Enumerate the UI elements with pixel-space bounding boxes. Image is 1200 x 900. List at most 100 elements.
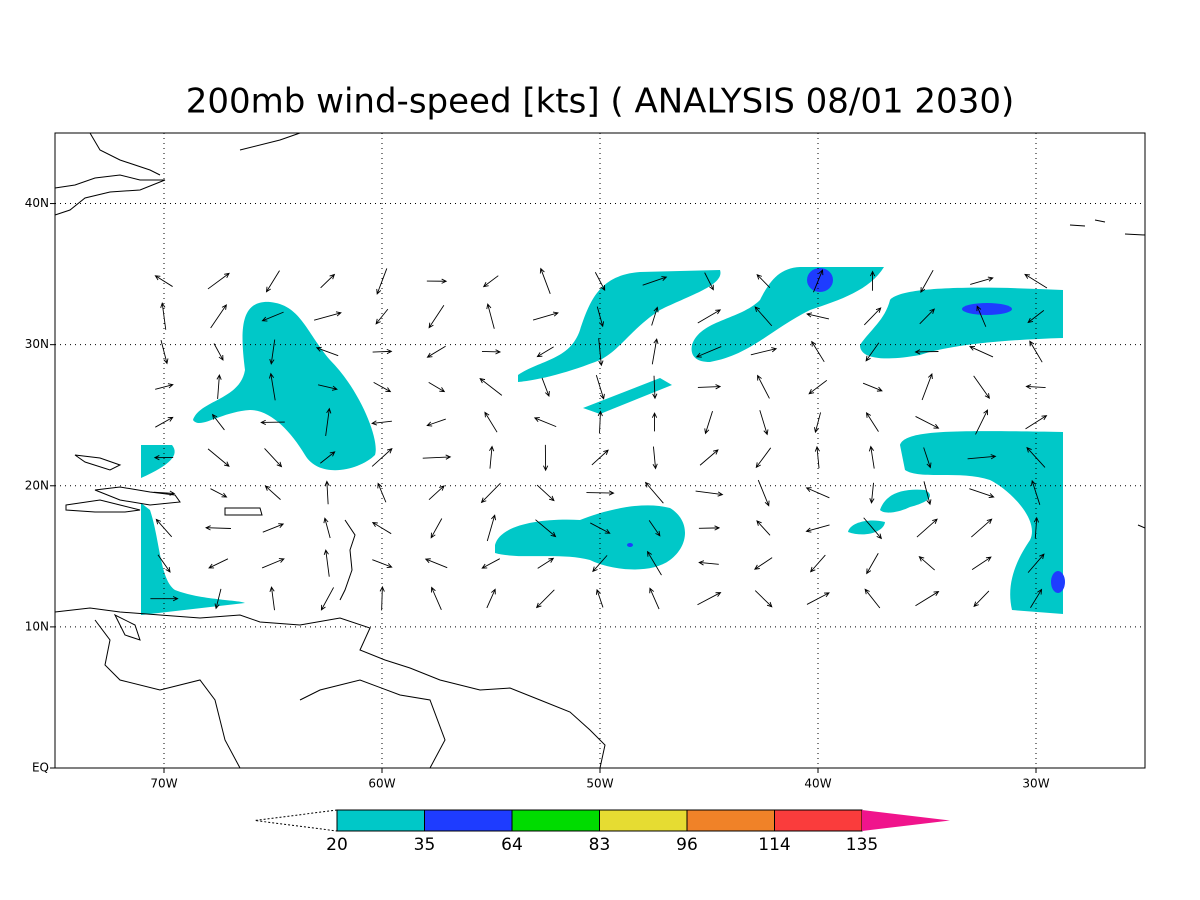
wind-arrow: [919, 308, 935, 325]
wind-arrow: [536, 484, 555, 502]
wind-arrow: [371, 447, 393, 467]
wind-arrow: [268, 372, 276, 401]
wind-arrow: [269, 339, 276, 365]
wind-arrow: [155, 416, 174, 428]
wind-arrow: [704, 410, 713, 435]
wind-arrow: [154, 275, 173, 287]
colorbar-label: 20: [326, 835, 348, 855]
wind-arrow: [648, 520, 661, 537]
colorbar-label: 96: [676, 835, 698, 855]
colorbar-box: [599, 809, 688, 832]
wind-arrow: [489, 445, 495, 469]
wind-arrow: [586, 490, 615, 496]
x-tick-label: 70W: [150, 777, 177, 791]
wind-arrow: [486, 514, 496, 542]
wind-arrow: [320, 273, 336, 289]
wind-vectors: [150, 267, 1048, 611]
wind-arrow: [1027, 310, 1045, 324]
colorbar-label: 35: [414, 835, 436, 855]
wind-arrow: [920, 269, 934, 294]
wind-arrow: [426, 345, 446, 358]
colorbar-label: 114: [758, 835, 790, 855]
wind-arrow: [323, 549, 330, 577]
x-tick-label: 60W: [368, 777, 395, 791]
wind-arrow: [866, 553, 879, 575]
wind-arrow: [486, 303, 495, 329]
colorbar-label: 64: [501, 835, 523, 855]
wind-arrow: [757, 374, 770, 399]
wind-arrow: [864, 588, 881, 609]
wind-arrow: [153, 490, 176, 496]
wind-arrow: [699, 449, 719, 466]
coastlines: [54, 132, 1146, 769]
wind-arrow: [915, 416, 940, 429]
wind-arrow: [1026, 446, 1046, 468]
wind-arrow: [918, 556, 935, 571]
wind-arrow: [598, 338, 604, 367]
wind-arrow: [375, 308, 389, 325]
y-tick-label: 40N: [25, 196, 49, 210]
wind-arrow: [532, 311, 559, 321]
wind-arrow: [969, 345, 994, 358]
wind-arrow: [325, 407, 332, 436]
wind-arrow: [261, 558, 285, 569]
wind-arrow: [756, 520, 771, 536]
x-tick-label: 40W: [804, 777, 831, 791]
wind-arrow: [915, 591, 940, 607]
wind-arrow: [484, 411, 498, 433]
wind-arrow: [916, 518, 938, 538]
wind-arrow: [481, 349, 502, 355]
colorbar-label: 83: [589, 835, 611, 855]
wind-arrow: [594, 272, 606, 291]
wind-arrow: [536, 346, 554, 358]
wind-arrow: [264, 485, 281, 500]
wind-speed-shading: [141, 267, 1065, 615]
wind-arrow: [320, 587, 334, 611]
wind-arrow: [1031, 479, 1041, 505]
wind-arrow: [973, 375, 990, 399]
wind-arrow: [480, 482, 501, 504]
wind-arrow: [642, 276, 668, 286]
wind-arrow: [759, 410, 769, 436]
y-tick-label: 20N: [25, 478, 49, 492]
x-tick-label: 30W: [1022, 777, 1049, 791]
colorbar-box: [424, 809, 513, 832]
wind-arrow: [324, 480, 330, 505]
wind-arrow: [704, 272, 714, 291]
wind-arrow: [923, 481, 932, 506]
wind-arrow: [649, 587, 660, 610]
wind-arrow: [424, 558, 448, 569]
wind-arrow: [869, 482, 875, 504]
colorbar-over: [862, 810, 950, 831]
y-tick-label: 30N: [25, 337, 49, 351]
wind-arrow: [373, 381, 392, 393]
wind-arrow: [755, 447, 772, 469]
wind-arrow: [1024, 273, 1048, 289]
wind-arrow: [482, 275, 499, 288]
wind-arrow: [210, 488, 228, 498]
wind-arrow: [208, 558, 229, 569]
wind-arrow: [865, 342, 880, 362]
wind-arrow: [814, 412, 822, 434]
wind-arrow: [430, 518, 443, 539]
wind-arrow: [698, 560, 719, 566]
wind-arrow: [155, 383, 174, 390]
wind-arrow: [969, 488, 995, 499]
wind-arrow: [695, 346, 722, 358]
wind-arrow: [750, 347, 778, 356]
wind-arrow: [757, 479, 770, 507]
wind-arrow: [697, 592, 722, 606]
wind-arrow: [153, 455, 174, 461]
wind-arrow: [376, 268, 388, 295]
wind-arrow: [868, 445, 875, 469]
wind-arrow: [970, 276, 994, 285]
wind-arrow: [315, 346, 339, 357]
wind-arrow: [595, 375, 605, 400]
colorbar-box: [511, 809, 600, 832]
wind-arrow: [428, 304, 445, 329]
wind-arrow: [811, 340, 825, 363]
wind-arrow: [426, 278, 448, 284]
wind-arrow: [814, 445, 820, 469]
colorbar-box: [774, 809, 863, 832]
